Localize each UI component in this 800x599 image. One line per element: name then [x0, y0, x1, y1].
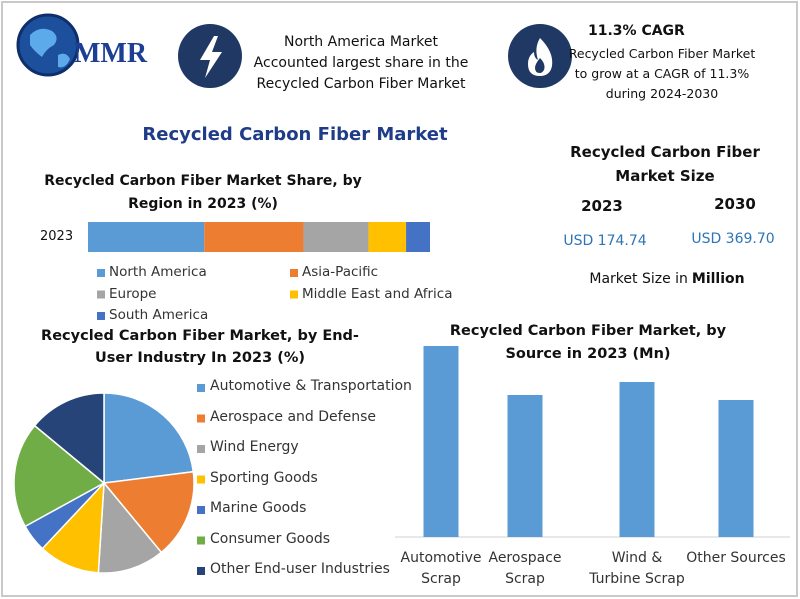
category-label: 2023 — [40, 229, 74, 244]
cagr-title: 11.3% CAGR — [588, 23, 685, 39]
x-tick-label: Other Sources — [686, 550, 786, 566]
pie-slice — [103, 392, 195, 484]
chart-title: Recycled Carbon Fiber Market, by Source … — [449, 323, 727, 362]
highlight-line: Accounted largest share in the — [253, 55, 469, 71]
legend-marker — [197, 536, 205, 545]
highlight-line: Recycled Carbon Fiber Market — [256, 76, 466, 92]
legend-label: Wind Energy — [210, 439, 299, 455]
note-text: Market Size in — [589, 271, 688, 287]
legend-marker — [197, 414, 205, 423]
cagr-line: Recycled Carbon Fiber Market — [568, 46, 756, 61]
x-tick-label: Automotive Scrap — [400, 550, 482, 587]
bar-segment — [204, 222, 304, 252]
legend-label: Middle East and Africa — [302, 285, 453, 302]
year-label: 2030 — [714, 195, 756, 213]
pie-slice — [13, 424, 106, 528]
x-tick-label: Aerospace Scrap — [488, 550, 562, 587]
pie-slice — [102, 470, 195, 554]
bar-segment — [368, 222, 407, 252]
market-amount: USD 174.74 — [563, 233, 647, 249]
x-tick-label: Wind & Turbine Scrap — [589, 550, 685, 587]
cagr-text: Recycled Carbon Fiber Market to grow at … — [569, 44, 756, 104]
bar-segment — [406, 222, 430, 252]
legend-marker — [97, 312, 105, 320]
market-amount: USD 369.70 — [691, 231, 775, 247]
legend-label: Europe — [109, 285, 157, 302]
chart-title: Recycled Carbon Fiber Market, by End-Use… — [41, 328, 359, 366]
cagr-line: to grow at a CAGR of 11.3% — [574, 66, 750, 81]
legend-marker — [197, 475, 205, 484]
main-title: Recycled Carbon Fiber Market — [142, 124, 448, 145]
legend-marker — [197, 384, 205, 392]
highlight-line: North America Market — [284, 34, 438, 50]
bar — [423, 346, 459, 537]
note-unit: Million — [691, 271, 745, 287]
legend-label: Sporting Goods — [210, 469, 318, 486]
legend-label: Consumer Goods — [210, 530, 330, 547]
bar — [619, 382, 655, 537]
highlight-text: North America Market Accounted largest s… — [254, 32, 469, 95]
chart-title: Recycled Carbon Fiber Market Share, by R… — [44, 173, 362, 212]
legend-marker — [197, 567, 205, 575]
bar-segment — [88, 222, 205, 252]
bolt-icon — [178, 24, 242, 88]
flame-icon — [508, 24, 572, 88]
legend-marker — [290, 290, 298, 299]
legend-label: South America — [109, 307, 209, 323]
market-size-title: Recycled Carbon Fiber Market Size — [570, 143, 760, 185]
market-size-note: Market Size in Million — [589, 271, 744, 287]
legend-label: Automotive & Transportation — [210, 378, 412, 394]
logo-text: MMR — [74, 38, 148, 69]
bar — [718, 400, 754, 537]
pie-slice — [97, 481, 163, 574]
logo-globe — [16, 13, 80, 77]
legend-marker — [197, 506, 205, 514]
year-label: 2023 — [581, 197, 623, 215]
bar-segment — [303, 222, 369, 252]
legend-marker — [97, 269, 105, 277]
cagr-line: during 2024-2030 — [605, 86, 719, 101]
legend-label: North America — [109, 264, 207, 280]
legend-marker — [97, 290, 105, 299]
legend-label: Aerospace and Defense — [210, 408, 376, 425]
legend-marker — [290, 269, 298, 277]
bar — [507, 395, 543, 537]
pie-slice — [33, 392, 105, 485]
legend-label: Asia-Pacific — [302, 264, 379, 280]
legend-label: Other End-user Industries — [210, 561, 390, 577]
legend-marker — [197, 445, 205, 453]
legend-label: Marine Goods — [210, 500, 307, 516]
